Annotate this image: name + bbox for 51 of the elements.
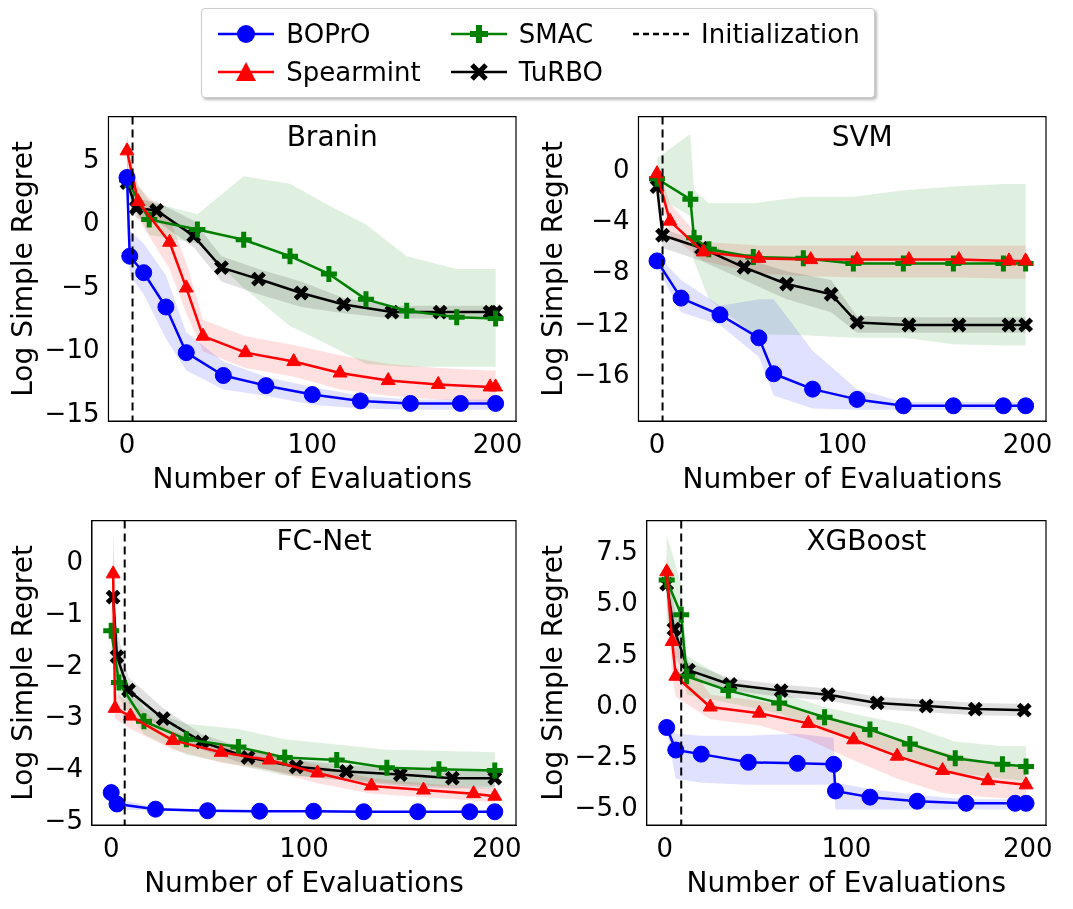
x-tick-label: 200 (471, 832, 522, 863)
legend-label: BOPrO (286, 19, 371, 49)
y-tick-label: −5 (44, 804, 83, 835)
legend-label: SMAC (518, 19, 594, 49)
x-axis-title: Number of Evaluations (686, 866, 1007, 900)
y-axis-title: Log Simple Regret (536, 545, 570, 801)
chart-title: SVM (831, 119, 893, 153)
chart-title: FC-Net (276, 523, 372, 557)
y-tick-label: −5 (61, 270, 100, 301)
chart-title: Branin (286, 119, 378, 153)
y-tick-label: −12 (574, 307, 630, 338)
y-tick-label: −16 (574, 359, 630, 390)
legend-label: Spearmint (286, 57, 421, 87)
x-axis-title: Number of Evaluations (682, 462, 1003, 496)
y-tick-label: −8 (591, 256, 630, 287)
y-tick-label: −4 (44, 753, 83, 784)
x-tick-label: 100 (279, 832, 329, 863)
y-tick-label: −4 (591, 205, 630, 236)
y-tick-label: −5.0 (574, 792, 638, 823)
x-tick-label: 100 (287, 428, 338, 459)
legend-label: TuRBO (518, 57, 604, 87)
y-tick-label: 0.0 (596, 689, 638, 720)
y-tick-label: 5.0 (596, 587, 638, 618)
y-tick-label: −15 (44, 397, 100, 428)
y-tick-label: 0 (612, 153, 630, 184)
x-tick-label: 0 (656, 832, 674, 863)
y-tick-label: −3 (44, 701, 83, 732)
y-tick-label: −2.5 (574, 740, 638, 771)
x-tick-label: 200 (1002, 428, 1053, 459)
y-tick-label: 2.5 (596, 638, 638, 669)
y-tick-label: −1 (44, 597, 83, 628)
x-axis-title: Number of Evaluations (144, 866, 464, 900)
y-axis-title: Log Simple Regret (536, 141, 570, 397)
y-axis-title: Log Simple Regret (6, 545, 40, 801)
y-tick-label: 5 (82, 143, 100, 174)
x-tick-label: 200 (472, 428, 523, 459)
y-tick-label: 0 (82, 207, 100, 238)
x-axis-title: Number of Evaluations (152, 462, 473, 496)
x-tick-label: 0 (648, 428, 666, 459)
y-tick-label: −10 (44, 334, 100, 365)
chart-title: XGBoost (806, 523, 927, 557)
y-tick-label: 0 (66, 546, 83, 577)
x-tick-label: 0 (118, 428, 136, 459)
x-tick-label: 200 (1003, 832, 1053, 863)
y-tick-label: 7.5 (596, 536, 638, 567)
legend-label: Initialization (701, 19, 860, 49)
x-tick-label: 100 (821, 832, 872, 863)
y-axis-title: Log Simple Regret (6, 141, 40, 397)
x-tick-label: 100 (817, 428, 868, 459)
x-tick-label: 0 (102, 832, 120, 863)
y-tick-label: −2 (44, 649, 83, 680)
